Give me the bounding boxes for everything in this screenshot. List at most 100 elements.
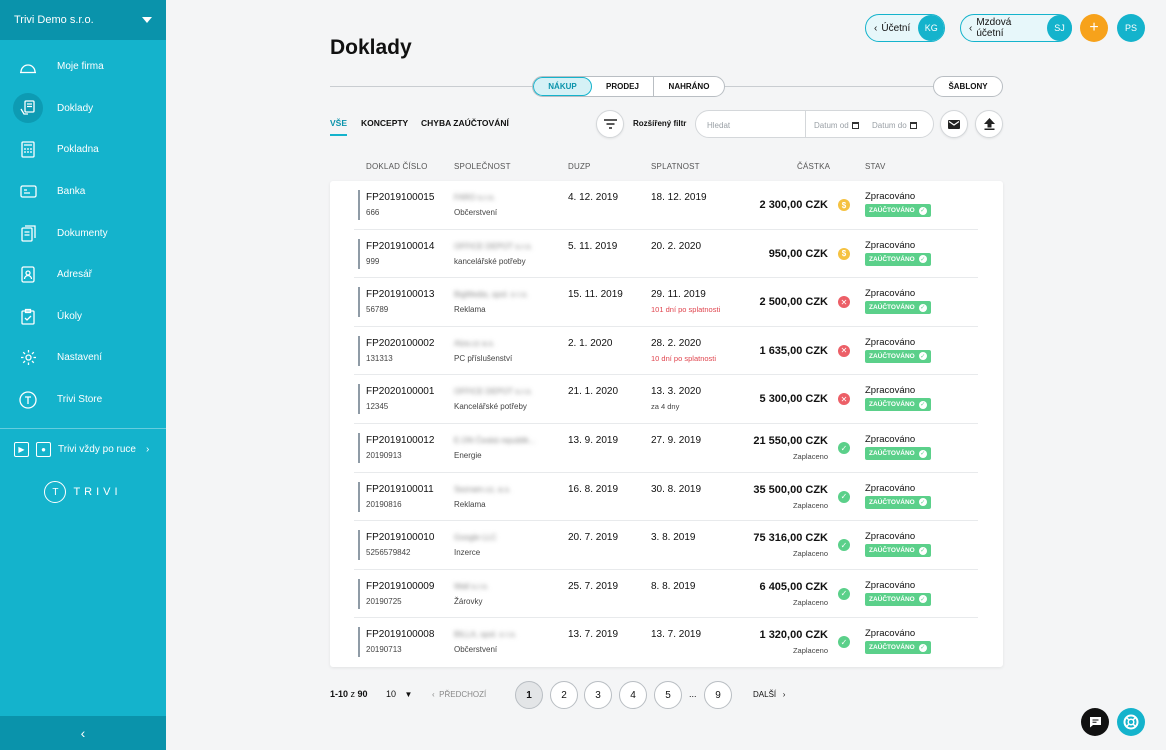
page-button-9[interactable]: 9 (704, 681, 732, 709)
sidebar-item-ukoly[interactable]: Úkoly (0, 296, 166, 338)
filter-tab-all[interactable]: VŠE (330, 118, 348, 136)
company-name: Wall s.r.o. (454, 581, 489, 591)
templates-button[interactable]: ŠABLONY (933, 76, 1003, 97)
range-total: 90 (357, 689, 368, 699)
upload-button[interactable] (975, 110, 1003, 138)
tab-nahrano[interactable]: NAHRÁNO (668, 82, 710, 91)
table-row[interactable]: FP2019100009 20190725 Wall s.r.o. Žárovky 25… (330, 570, 1003, 619)
column-header-due[interactable]: SPLATNOST (651, 162, 700, 171)
sidebar-item-moje-firma[interactable]: Moje firma (0, 46, 166, 88)
table-row[interactable]: FP2019100008 20190713 BILLA, spol. s r.o. O… (330, 618, 1003, 667)
date-to-field[interactable]: Datum do (872, 121, 917, 130)
per-page-select[interactable]: 10 ▼ (386, 689, 412, 699)
pagination-range: 1-10 z 90 (330, 689, 368, 699)
amount: 1 320,00 CZK (759, 629, 828, 642)
document-number[interactable]: FP2019100013 (366, 289, 435, 301)
table-row[interactable]: FP2019100010 5256579842 Google LLC Inzerce 2… (330, 521, 1003, 570)
due-note: 101 dní po splatnosti (651, 305, 721, 315)
advanced-filter-label[interactable]: Rozšířený filtr (633, 119, 687, 128)
table-row[interactable]: FP2019100015 666 FARO s.r.o. Občerstvení 4. … (330, 181, 1003, 230)
company-name: E.ON Česká republik... (454, 436, 536, 445)
trivi-store-icon (17, 389, 39, 411)
document-number[interactable]: FP2019100008 (366, 629, 435, 641)
table-row[interactable]: FP2020100002 131313 Alza.cz a.s. PC přísluš… (330, 327, 1003, 376)
filter-tab-posting-error[interactable]: CHYBA ZAÚČTOVÁNÍ (421, 118, 509, 128)
table-row[interactable]: FP2019100012 20190913 E.ON Česká republik.… (330, 424, 1003, 473)
advanced-filter-button[interactable] (596, 110, 624, 138)
check-circle-icon: ✓ (838, 442, 850, 454)
duzp-date: 25. 7. 2019 (568, 580, 619, 592)
sidebar-item-doklady[interactable]: Doklady (0, 88, 166, 130)
sidebar-item-adresar[interactable]: Adresář (0, 254, 166, 296)
document-number[interactable]: FP2019100015 (366, 192, 435, 203)
check-icon: ✓ (918, 643, 927, 652)
date-from-field[interactable]: Datum od (814, 121, 859, 130)
column-header-amount[interactable]: ČÁSTKA (797, 162, 831, 171)
table-row[interactable]: FP2019100014 999 OFFICE DEPOT s.r.o. kancel… (330, 230, 1003, 279)
add-button[interactable]: + (1080, 14, 1108, 42)
user-avatar[interactable]: PS (1117, 14, 1145, 42)
column-header-number[interactable]: DOKLAD ČÍSLO (366, 162, 428, 171)
coin-icon: $ (838, 247, 850, 260)
clipboard-check-icon (17, 305, 39, 327)
accountant-button[interactable]: ‹ Účetní KG (865, 14, 945, 42)
document-number[interactable]: FP2019100010 (366, 532, 435, 544)
tab-prodej[interactable]: PRODEJ (592, 77, 654, 96)
company-category: Občerstvení (454, 208, 498, 217)
tab-nakup[interactable]: NÁKUP (533, 77, 592, 96)
sidebar-item-banka[interactable]: Banka (0, 171, 166, 213)
help-button[interactable] (1117, 708, 1145, 736)
table-row[interactable]: FP2019100011 20190816 Seznam.cz, a.s. Rekla… (330, 473, 1003, 522)
sidebar-item-trivi-store[interactable]: Trivi Store (0, 379, 166, 421)
email-button[interactable] (940, 110, 968, 138)
payroll-accountant-button[interactable]: ‹ Mzdová účetní SJ (960, 14, 1072, 42)
due-date: 18. 12. 2019 (651, 192, 707, 203)
sidebar-divider (0, 428, 166, 430)
duzp-date: 16. 8. 2019 (568, 483, 619, 495)
page-button-4[interactable]: 4 (619, 681, 647, 709)
trivi-logo: T TRIVI (0, 481, 166, 504)
filter-tab-drafts[interactable]: KONCEPTY (361, 118, 409, 128)
sidebar-item-pokladna[interactable]: Pokladna (0, 129, 166, 171)
sidebar-item-label: Banka (57, 186, 86, 198)
company-switcher[interactable]: Trivi Demo s.r.o. (0, 0, 166, 40)
page-title: Doklady (330, 36, 412, 59)
document-number[interactable]: FP2020100002 (366, 337, 435, 349)
previous-page-button[interactable]: ‹ PŘEDCHOZÍ (432, 690, 486, 699)
contacts-icon (17, 264, 39, 286)
document-number[interactable]: FP2019100009 (366, 580, 435, 592)
page-button-2[interactable]: 2 (550, 681, 578, 709)
app-promo-link[interactable]: ▶ ● Trivi vždy po ruce › (0, 429, 166, 469)
document-number[interactable]: FP2020100001 (366, 386, 435, 398)
accountant-avatar: KG (918, 15, 945, 41)
due-note: za 4 dny (651, 402, 680, 412)
column-header-duzp[interactable]: DUZP (568, 162, 591, 171)
page-button-5[interactable]: 5 (654, 681, 682, 709)
document-code: 5256579842 (366, 548, 411, 558)
document-number[interactable]: FP2019100011 (366, 483, 434, 495)
status-text: Zpracováno (865, 579, 916, 591)
page-button-3[interactable]: 3 (584, 681, 612, 709)
status-badge-label: ZAÚČTOVÁNO (869, 595, 915, 603)
document-number[interactable]: FP2019100014 (366, 240, 435, 252)
chevron-left-icon: ‹ (874, 22, 878, 34)
check-icon: ✓ (918, 400, 927, 409)
paid-label: Zaplaceno (792, 597, 828, 607)
sidebar-item-nastaveni[interactable]: Nastavení (0, 337, 166, 379)
column-header-company[interactable]: SPOLEČNOST (454, 162, 511, 171)
sidebar-item-dokumenty[interactable]: Dokumenty (0, 212, 166, 254)
next-page-button[interactable]: DALŠÍ › (753, 690, 785, 699)
chevron-left-icon: ‹ (80, 725, 86, 741)
table-row[interactable]: FP2019100013 56789 BigMedia, spol. s r.o. R… (330, 278, 1003, 327)
chat-button[interactable] (1081, 708, 1109, 736)
page-button-1[interactable]: 1 (515, 681, 543, 709)
sidebar-collapse-button[interactable]: ‹ (0, 716, 166, 750)
column-header-status[interactable]: STAV (865, 162, 886, 171)
file-icon (17, 222, 39, 244)
document-number[interactable]: FP2019100012 (366, 435, 435, 446)
date-to-label: Datum do (872, 121, 907, 130)
table-row[interactable]: FP2020100001 12345 OFFICE DEPOT s.r.o. Kanc… (330, 375, 1003, 424)
chevron-right-icon: › (782, 690, 786, 699)
search-input[interactable]: Hledat (707, 121, 731, 130)
status-badge: ZAÚČTOVÁNO ✓ (865, 252, 931, 266)
